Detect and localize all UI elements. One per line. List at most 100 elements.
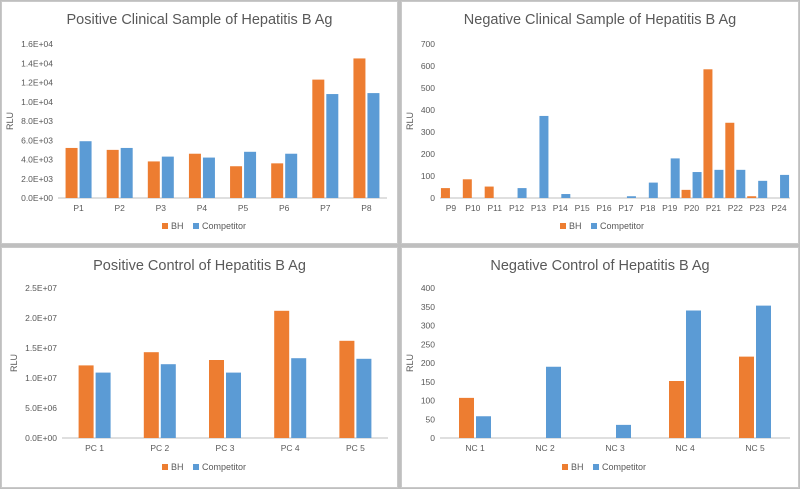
legend-label: BH [171, 462, 184, 472]
x-tick-label: NC 4 [675, 443, 695, 453]
legend-label: BH [569, 221, 582, 231]
x-tick-label: P2 [114, 203, 125, 213]
bar-competitor-nc4 [686, 310, 701, 438]
legend-label: BH [171, 221, 184, 231]
bar-competitor-p18 [648, 182, 658, 198]
y-tick-label: 4.0E+03 [21, 155, 53, 165]
bar-bh-p21 [703, 69, 713, 198]
x-tick-label: P20 [684, 203, 699, 213]
legend-swatch [193, 464, 199, 470]
bar-bh-nc5 [739, 356, 754, 438]
bar-competitor-p8 [367, 93, 380, 198]
bar-bh-p9 [440, 188, 450, 198]
bar-bh-nc1 [459, 397, 474, 438]
bar-competitor-pc3 [226, 372, 241, 438]
legend-label: Competitor [202, 462, 246, 472]
y-tick-label: 0.0E+00 [21, 193, 53, 203]
y-tick-label: 1.5E+07 [25, 343, 57, 353]
bar-competitor-p19 [670, 158, 680, 198]
bar-bh-pc5 [339, 340, 355, 438]
bar-bh-p3 [147, 161, 160, 198]
bar-bh-pc3 [209, 360, 224, 438]
chart-title: Positive Clinical Sample of Hepatitis B … [67, 12, 333, 28]
chart-panel-positive-clinical: Positive Clinical Sample of Hepatitis B … [1, 1, 398, 244]
bar-bh-p2 [106, 149, 119, 198]
x-tick-label: NC 5 [745, 443, 765, 453]
bar-bh-p8 [353, 58, 366, 198]
bar-competitor-pc2 [160, 364, 176, 438]
bar-competitor-p6 [285, 153, 298, 198]
y-axis-title: RLU [9, 354, 19, 372]
chart-panel-negative-control: Negative Control of Hepatitis B Ag 0 50 100… [401, 247, 799, 488]
bar-competitor-p13 [539, 115, 549, 198]
y-tick-label: 200 [421, 149, 435, 159]
bar-competitor-nc3 [616, 424, 631, 438]
y-tick-label: 100 [421, 396, 435, 406]
x-tick-label: P15 [575, 203, 590, 213]
bar-bh-p22 [725, 122, 735, 198]
bar-bh-p5 [230, 166, 243, 198]
x-tick-label: P3 [156, 203, 167, 213]
x-tick-label: NC 2 [535, 443, 555, 453]
bar-competitor-p4 [202, 157, 215, 198]
bar-bh-pc4 [274, 310, 290, 438]
x-tick-label: P23 [750, 203, 765, 213]
chart-title: Negative Control of Hepatitis B Ag [490, 258, 709, 274]
bar-bh-p4 [188, 153, 201, 198]
y-tick-label: 300 [421, 127, 435, 137]
legend-swatch [562, 464, 568, 470]
x-tick-label: P21 [706, 203, 721, 213]
y-axis-title: RLU [5, 112, 15, 130]
legend-label: BH [571, 462, 584, 472]
y-tick-label: 1.0E+07 [25, 373, 57, 383]
chart-negative-clinical: Negative Clinical Sample of Hepatitis B … [405, 12, 790, 231]
y-tick-label: 2.0E+03 [21, 174, 53, 184]
x-tick-label: P22 [728, 203, 743, 213]
x-tick-label: PC 1 [85, 443, 104, 453]
y-tick-label: 400 [421, 105, 435, 115]
y-tick-label: 2.5E+07 [25, 283, 57, 293]
y-tick-label: 6.0E+03 [21, 135, 53, 145]
bar-bh-p7 [312, 79, 325, 198]
x-tick-label: P13 [531, 203, 546, 213]
chart-positive-clinical: Positive Clinical Sample of Hepatitis B … [5, 12, 387, 231]
bar-competitor-nc2 [546, 366, 561, 438]
x-tick-label: NC 1 [465, 443, 485, 453]
x-tick-label: PC 2 [150, 443, 169, 453]
y-tick-label: 0.0E+00 [25, 433, 57, 443]
y-tick-label: 150 [421, 377, 435, 387]
y-tick-label: 2.0E+07 [25, 313, 57, 323]
x-tick-label: P9 [446, 203, 457, 213]
y-tick-label: 600 [421, 61, 435, 71]
x-tick-label: P8 [361, 203, 372, 213]
y-tick-label: 350 [421, 302, 435, 312]
bar-bh-p1 [65, 147, 78, 198]
x-tick-label: P10 [465, 203, 480, 213]
bar-bh-nc4 [669, 381, 684, 438]
x-tick-label: P7 [320, 203, 331, 213]
x-tick-label: NC 3 [605, 443, 625, 453]
y-tick-label: 5.0E+06 [25, 403, 57, 413]
x-tick-label: P12 [509, 203, 524, 213]
y-tick-label: 50 [426, 414, 436, 424]
y-tick-label: 1.0E+04 [21, 97, 53, 107]
bar-competitor-p14 [561, 194, 571, 198]
bar-competitor-nc1 [476, 416, 491, 438]
x-tick-label: P5 [238, 203, 249, 213]
legend-label: Competitor [202, 221, 246, 231]
bar-bh-p6 [271, 163, 284, 198]
y-tick-label: 0 [430, 193, 435, 203]
y-tick-label: 700 [421, 39, 435, 49]
bar-competitor-p3 [161, 156, 174, 198]
x-tick-label: P11 [487, 203, 502, 213]
bar-competitor-p17 [626, 196, 636, 198]
chart-negative-control: Negative Control of Hepatitis B Ag 0 50 100… [405, 258, 790, 472]
legend-swatch [193, 223, 199, 229]
bar-bh-p23 [747, 196, 757, 198]
bar-competitor-p2 [120, 147, 133, 198]
y-tick-label: 1.2E+04 [21, 78, 53, 88]
y-tick-label: 8.0E+03 [21, 116, 53, 126]
y-tick-label: 200 [421, 358, 435, 368]
x-tick-label: P16 [597, 203, 612, 213]
